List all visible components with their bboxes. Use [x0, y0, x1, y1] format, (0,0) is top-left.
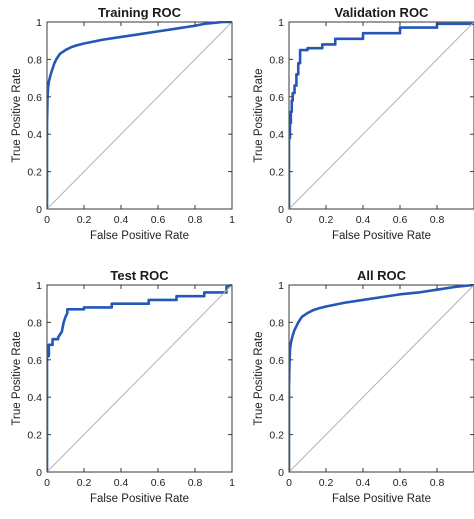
- y-tick-label: 0.8: [27, 317, 42, 329]
- y-tick-label: 0.2: [27, 167, 42, 179]
- chart-title: Validation ROC: [335, 5, 430, 20]
- x-tick-label: 0.6: [151, 477, 166, 489]
- y-tick-label: 0.8: [269, 54, 284, 66]
- chance-diagonal-line: [47, 284, 233, 472]
- x-tick-label: 0.8: [430, 214, 445, 226]
- y-tick-label: 0.8: [27, 54, 42, 66]
- x-tick-label: 0.8: [188, 477, 203, 489]
- chance-diagonal-line: [47, 21, 233, 209]
- y-tick-label: 0.6: [269, 355, 284, 367]
- y-tick-label: 1: [278, 280, 284, 292]
- y-tick-label: 0.4: [27, 392, 42, 404]
- x-tick-label: 1: [229, 214, 235, 226]
- roc-panel-2: 0 0.2 0.4 0.6 0.8 0 0.2 0.4 0.6 0.8 1 Validation RO…: [253, 5, 474, 242]
- x-tick-label: 0.8: [430, 477, 445, 489]
- y-tick-label: 0.2: [269, 430, 284, 442]
- chance-diagonal-line: [289, 284, 474, 472]
- x-tick-label: 0: [286, 477, 292, 489]
- x-tick-label: 0.4: [114, 477, 129, 489]
- chance-diagonal-line: [289, 21, 474, 209]
- y-axis-label: True Positive Rate: [11, 331, 23, 425]
- y-axis-label: True Positive Rate: [253, 331, 265, 425]
- chart-title: Test ROC: [110, 268, 169, 283]
- x-tick-label: 0.6: [393, 477, 408, 489]
- roc-curve-line: [47, 21, 232, 209]
- x-tick-label: 0.2: [319, 214, 334, 226]
- y-tick-label: 0: [278, 467, 284, 479]
- roc-panel-1: 0 0.2 0.4 0.6 0.8 1 0 0.2 0.4 0.6 0.8 1 Training ROC…: [11, 5, 235, 242]
- y-tick-label: 0.2: [269, 167, 284, 179]
- y-tick-label: 0.2: [27, 430, 42, 442]
- y-tick-label: 0.8: [269, 317, 284, 329]
- y-tick-label: 0.6: [27, 92, 42, 104]
- x-axis-label: False Positive Rate: [90, 493, 189, 505]
- x-tick-label: 0.2: [319, 477, 334, 489]
- x-tick-label: 0.2: [77, 477, 92, 489]
- x-tick-label: 0: [44, 477, 50, 489]
- x-tick-label: 0.6: [151, 214, 166, 226]
- y-tick-label: 0.6: [269, 92, 284, 104]
- roc-panel-3: 0 0.2 0.4 0.6 0.8 1 0 0.2 0.4 0.6 0.8 1 Test ROC Fals…: [11, 268, 235, 505]
- roc-curve-line: [289, 22, 474, 209]
- y-tick-label: 0.4: [27, 129, 42, 141]
- y-axis-label: True Positive Rate: [11, 68, 23, 162]
- y-tick-label: 0.4: [269, 129, 284, 141]
- x-tick-label: 1: [229, 477, 235, 489]
- x-tick-label: 0.4: [114, 214, 129, 226]
- x-tick-label: 0.2: [77, 214, 92, 226]
- x-tick-label: 0.6: [393, 214, 408, 226]
- x-axis-label: False Positive Rate: [332, 493, 431, 505]
- roc-curve-line: [289, 284, 474, 472]
- roc-panel-4: 0 0.2 0.4 0.6 0.8 0 0.2 0.4 0.6 0.8 1 All ROC False …: [253, 268, 474, 505]
- y-tick-label: 1: [278, 17, 284, 29]
- x-tick-label: 0: [286, 214, 292, 226]
- x-tick-label: 0: [44, 214, 50, 226]
- y-tick-label: 0: [36, 467, 42, 479]
- y-tick-label: 0: [278, 204, 284, 216]
- y-tick-label: 0.4: [269, 392, 284, 404]
- y-tick-label: 0: [36, 204, 42, 216]
- x-tick-label: 0.4: [356, 214, 371, 226]
- y-tick-label: 1: [36, 280, 42, 292]
- y-tick-label: 0.6: [27, 355, 42, 367]
- x-axis-label: False Positive Rate: [332, 230, 431, 242]
- chart-title: Training ROC: [98, 5, 182, 20]
- y-tick-label: 1: [36, 17, 42, 29]
- x-axis-label: False Positive Rate: [90, 230, 189, 242]
- y-axis-label: True Positive Rate: [253, 68, 265, 162]
- x-tick-label: 0.8: [188, 214, 203, 226]
- roc-curve-line: [47, 284, 233, 472]
- chart-title: All ROC: [357, 268, 407, 283]
- x-tick-label: 0.4: [356, 477, 371, 489]
